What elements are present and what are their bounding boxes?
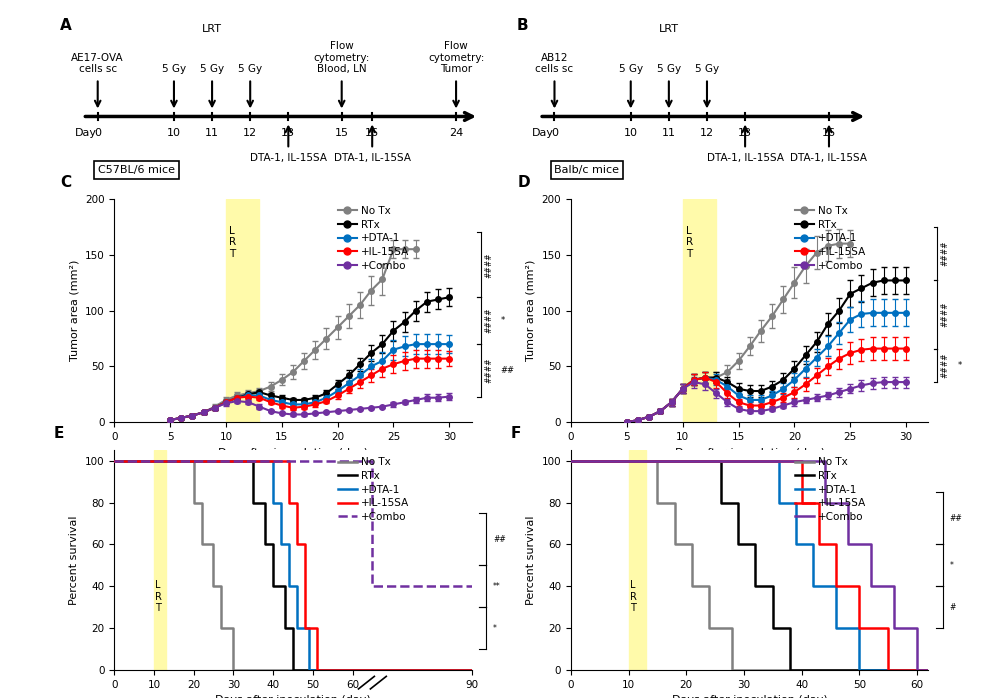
Bar: [154, 450, 166, 670]
Text: *: *: [494, 624, 497, 632]
X-axis label: Days after inoculation (day): Days after inoculation (day): [215, 695, 370, 698]
Y-axis label: Percent survival: Percent survival: [70, 515, 79, 605]
Text: ##: ##: [950, 514, 962, 523]
Text: A: A: [60, 18, 71, 33]
Text: E: E: [54, 426, 64, 441]
Text: ####: ####: [484, 357, 493, 383]
Text: L
R
T: L R T: [686, 225, 693, 259]
Text: 15: 15: [335, 128, 349, 138]
Text: DTA-1, IL-15SA: DTA-1, IL-15SA: [250, 154, 327, 163]
Text: 5 Gy: 5 Gy: [619, 64, 642, 75]
Text: *: *: [500, 316, 505, 325]
Text: F: F: [510, 426, 520, 441]
Text: 13: 13: [738, 128, 752, 138]
Text: C57BL/6 mice: C57BL/6 mice: [97, 165, 175, 174]
Text: DTA-1, IL-15SA: DTA-1, IL-15SA: [790, 154, 868, 163]
Text: ##: ##: [500, 366, 514, 375]
Text: 5 Gy: 5 Gy: [200, 64, 224, 75]
Text: 5 Gy: 5 Gy: [656, 64, 681, 75]
Text: AB12
cells sc: AB12 cells sc: [535, 53, 574, 75]
Text: Flow
cytometry:
Tumor: Flow cytometry: Tumor: [428, 41, 485, 75]
Bar: [683, 199, 716, 422]
Text: 5 Gy: 5 Gy: [238, 64, 262, 75]
Text: #: #: [950, 603, 956, 611]
Text: L
R
T: L R T: [229, 225, 236, 259]
Legend: No Tx, RTx, +DTA-1, +IL-15SA, +Combo: No Tx, RTx, +DTA-1, +IL-15SA, +Combo: [334, 202, 413, 275]
Text: ####: ####: [484, 252, 493, 278]
Text: 11: 11: [662, 128, 676, 138]
Text: 11: 11: [206, 128, 219, 138]
Text: Day: Day: [531, 128, 554, 138]
Text: *: *: [957, 361, 962, 370]
Text: 0: 0: [551, 128, 558, 138]
Text: DTA-1, IL-15SA: DTA-1, IL-15SA: [334, 154, 411, 163]
Text: **: **: [494, 582, 500, 591]
Text: 10: 10: [167, 128, 181, 138]
Text: LRT: LRT: [659, 24, 679, 34]
Text: 0: 0: [94, 128, 101, 138]
Text: ####: ####: [940, 302, 949, 327]
Bar: [629, 450, 645, 670]
Y-axis label: Tumor area (mm²): Tumor area (mm²): [526, 260, 536, 362]
X-axis label: Day after inoculation (day): Day after inoculation (day): [674, 447, 825, 458]
Text: L
R
T: L R T: [155, 580, 162, 614]
Text: Balb/c mice: Balb/c mice: [554, 165, 620, 174]
Text: ####: ####: [940, 241, 949, 267]
Text: D: D: [517, 175, 530, 190]
Text: B: B: [516, 18, 528, 33]
Text: 24: 24: [449, 128, 463, 138]
Bar: [225, 199, 259, 422]
Text: 10: 10: [624, 128, 638, 138]
Text: 5 Gy: 5 Gy: [695, 64, 719, 75]
Text: 12: 12: [243, 128, 257, 138]
Text: DTA-1, IL-15SA: DTA-1, IL-15SA: [707, 154, 783, 163]
Text: 16: 16: [365, 128, 379, 138]
X-axis label: Day after inoculation (day): Day after inoculation (day): [217, 447, 368, 458]
Text: AE17-OVA
cells sc: AE17-OVA cells sc: [71, 53, 124, 75]
Y-axis label: Tumor area (mm²): Tumor area (mm²): [70, 260, 79, 362]
Text: L
R
T: L R T: [630, 580, 637, 614]
Text: Day: Day: [74, 128, 97, 138]
Text: ##: ##: [494, 535, 505, 544]
Text: 13: 13: [281, 128, 295, 138]
Text: 12: 12: [700, 128, 714, 138]
Text: ####: ####: [484, 308, 493, 334]
Y-axis label: Percent survival: Percent survival: [526, 515, 536, 605]
Text: *: *: [950, 561, 954, 570]
Text: 16: 16: [822, 128, 836, 138]
Text: ####: ####: [940, 352, 949, 378]
Text: Flow
cytometry:
Blood, LN: Flow cytometry: Blood, LN: [314, 41, 369, 75]
Legend: No Tx, RTx, +DTA-1, +IL-15SA, +Combo: No Tx, RTx, +DTA-1, +IL-15SA, +Combo: [790, 453, 870, 526]
Text: 5 Gy: 5 Gy: [162, 64, 186, 75]
Legend: No Tx, RTx, +DTA-1, +IL-15SA, +Combo: No Tx, RTx, +DTA-1, +IL-15SA, +Combo: [790, 202, 870, 275]
Text: LRT: LRT: [203, 24, 222, 34]
X-axis label: Days after inoculation (day): Days after inoculation (day): [672, 695, 827, 698]
Text: C: C: [61, 175, 71, 190]
Legend: No Tx, RTx, +DTA-1, +IL-15SA, +Combo: No Tx, RTx, +DTA-1, +IL-15SA, +Combo: [334, 453, 413, 526]
